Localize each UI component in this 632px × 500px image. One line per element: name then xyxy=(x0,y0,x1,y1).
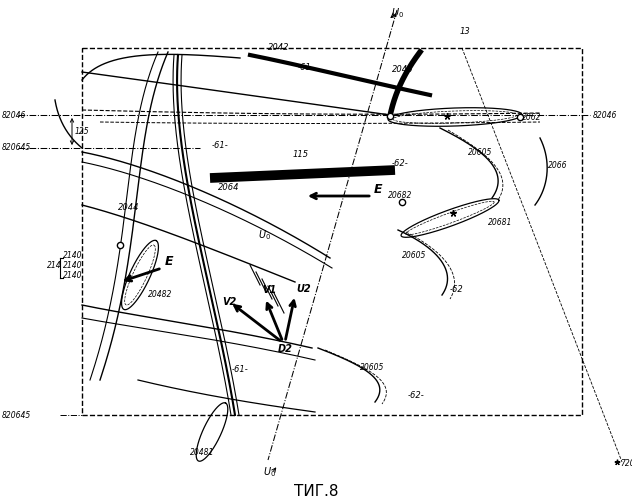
Text: V1: V1 xyxy=(262,285,276,295)
Text: 2140: 2140 xyxy=(63,261,83,270)
Text: U2: U2 xyxy=(296,284,310,294)
Text: -61-: -61- xyxy=(298,63,315,72)
Text: 20681: 20681 xyxy=(488,218,513,227)
Text: 2062: 2062 xyxy=(522,113,542,122)
Text: 2140: 2140 xyxy=(63,271,83,280)
Text: 820645: 820645 xyxy=(2,144,31,152)
Text: -62-: -62- xyxy=(392,159,409,168)
Text: -61-: -61- xyxy=(232,365,249,374)
Text: -62-: -62- xyxy=(408,391,425,400)
Text: 20605: 20605 xyxy=(360,363,384,372)
Text: 20482: 20482 xyxy=(148,290,173,299)
Text: 2064: 2064 xyxy=(218,183,240,192)
Text: 20605: 20605 xyxy=(402,251,427,260)
Text: $U_0$: $U_0$ xyxy=(391,6,404,20)
Text: 214: 214 xyxy=(47,261,62,270)
Text: 7202: 7202 xyxy=(620,460,632,468)
Text: 2066: 2066 xyxy=(548,161,568,170)
Text: 20481: 20481 xyxy=(190,448,214,457)
Text: 20605: 20605 xyxy=(468,148,492,157)
Text: 2140: 2140 xyxy=(63,251,83,260)
Text: -62: -62 xyxy=(450,285,464,294)
Text: 2046: 2046 xyxy=(392,65,413,74)
Text: E: E xyxy=(165,255,174,268)
Text: V2: V2 xyxy=(222,297,236,307)
Bar xyxy=(82,48,582,415)
Text: 2042: 2042 xyxy=(268,43,289,52)
Text: 82046: 82046 xyxy=(2,110,27,120)
Text: $U_0$: $U_0$ xyxy=(264,465,277,479)
Text: D2: D2 xyxy=(278,344,293,354)
Text: 13: 13 xyxy=(460,28,471,36)
Text: 20682: 20682 xyxy=(388,191,412,200)
Text: 820645: 820645 xyxy=(2,410,31,420)
Text: ΤИГ.8: ΤИГ.8 xyxy=(294,484,338,500)
Text: 82046: 82046 xyxy=(593,110,617,120)
Text: $U_0$: $U_0$ xyxy=(258,228,271,242)
Text: 2044: 2044 xyxy=(118,203,140,212)
Text: 125: 125 xyxy=(75,127,90,136)
Text: 115: 115 xyxy=(293,150,309,159)
Text: E: E xyxy=(374,183,382,196)
Text: -61-: -61- xyxy=(212,141,229,150)
